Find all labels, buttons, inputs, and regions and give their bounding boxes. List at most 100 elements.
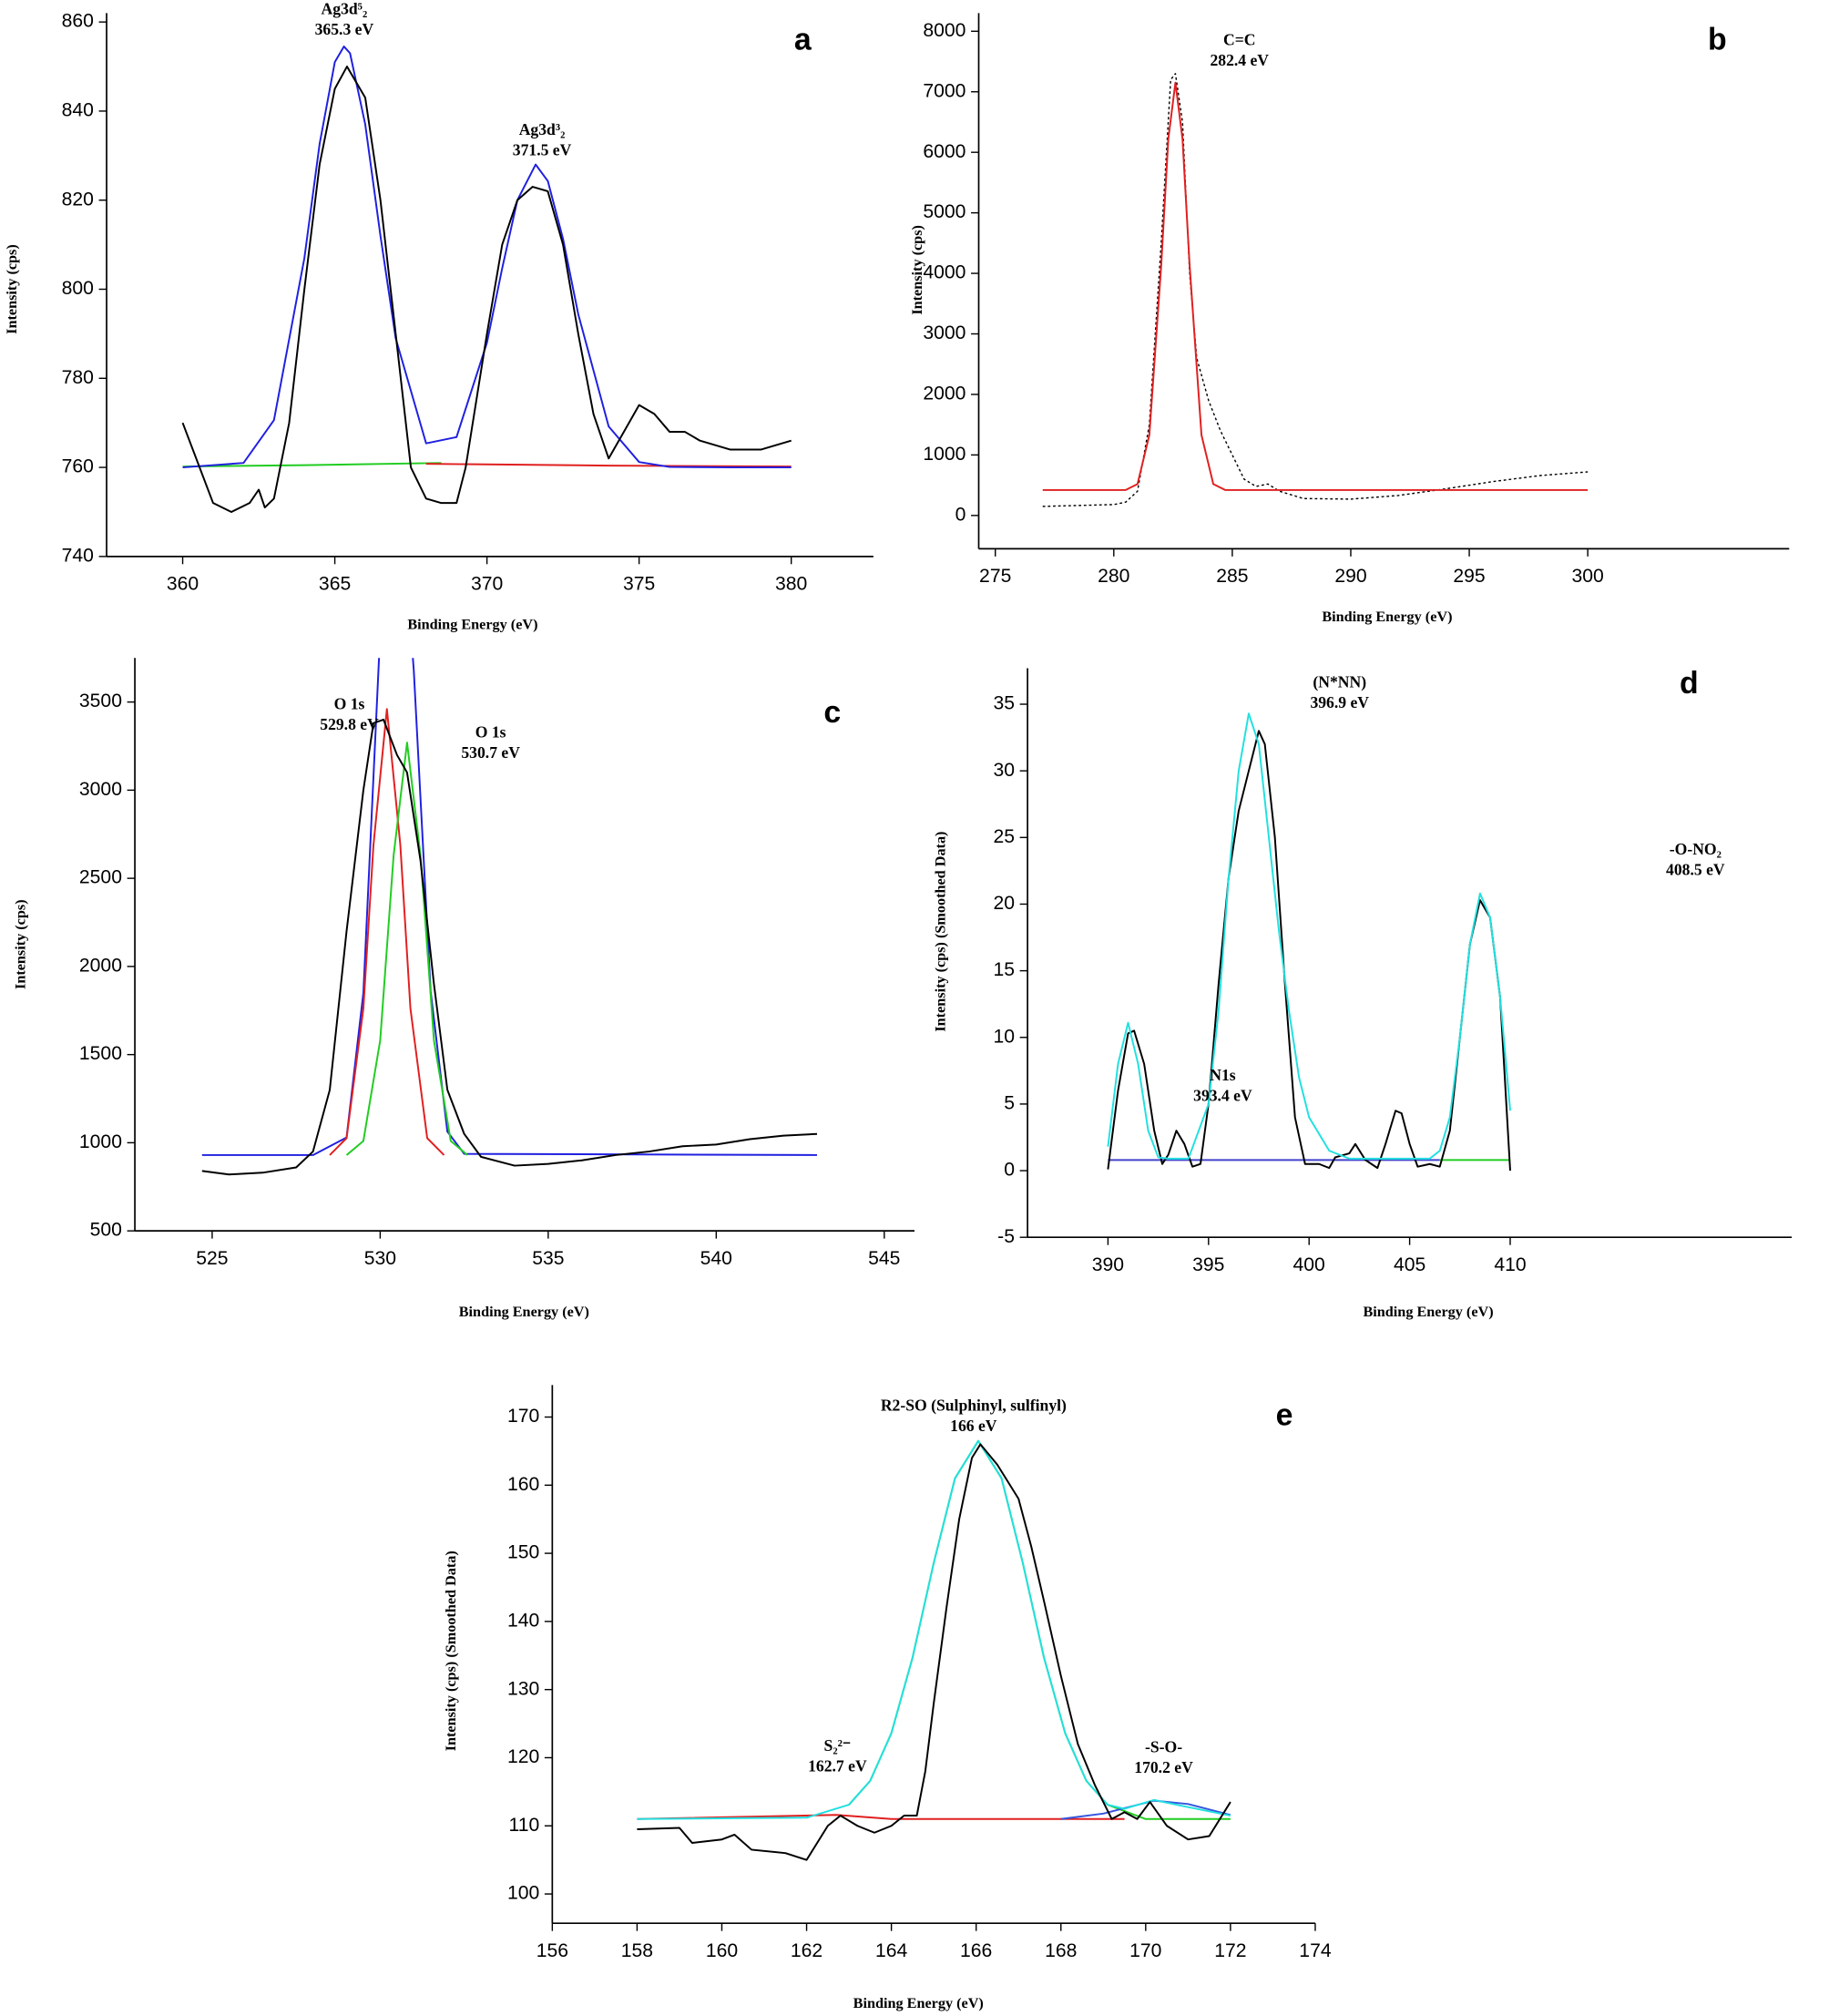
x-tick-label: 400: [1293, 1254, 1325, 1275]
x-axis-label: Binding Energy (eV): [1363, 1304, 1493, 1320]
x-tick-label: 285: [1216, 566, 1248, 587]
y-tick-label: 7000: [923, 80, 966, 101]
y-axis-label: Intensity (cps) (Smoothed Data): [443, 1550, 459, 1751]
x-tick-label: 530: [364, 1248, 396, 1269]
annotation: R2-SO (Sulphinyl, sulfinyl): [881, 1396, 1067, 1414]
y-tick-label: 35: [993, 693, 1015, 714]
x-tick-label: 370: [471, 573, 503, 594]
x-tick-label: 172: [1214, 1940, 1246, 1961]
x-tick-label: 158: [621, 1940, 653, 1961]
data-line: [637, 1814, 1125, 1820]
annotation: S₂²⁻: [824, 1736, 852, 1755]
x-tick-label: 535: [532, 1248, 564, 1269]
x-tick-label: 280: [1098, 566, 1129, 587]
plot-area: [637, 1439, 1231, 1861]
x-tick-label: 162: [791, 1940, 823, 1961]
data-line: [182, 46, 792, 469]
data-line: [637, 1439, 1231, 1820]
x-tick-label: 156: [536, 1940, 568, 1961]
y-tick-label: 150: [507, 1542, 539, 1563]
y-tick-label: 160: [507, 1474, 539, 1495]
x-tick-label: 395: [1192, 1254, 1224, 1275]
y-tick-label: 1000: [79, 1131, 122, 1152]
x-tick-label: 275: [979, 566, 1011, 587]
annotation: 162.7 eV: [808, 1757, 867, 1776]
x-tick-label: 174: [1299, 1940, 1332, 1961]
annotation: -S-O-: [1145, 1737, 1182, 1755]
annotation: 393.4 eV: [1193, 1087, 1252, 1105]
x-tick-label: 390: [1092, 1254, 1124, 1275]
plot-area: [1042, 73, 1589, 507]
y-axis-label: Intensity (cps) (Smoothed Data): [932, 832, 948, 1032]
y-tick-label: 20: [993, 893, 1015, 914]
annotation: 282.4 eV: [1210, 51, 1269, 69]
data-line: [201, 718, 818, 1176]
x-tick-label: 525: [196, 1248, 228, 1269]
annotation: Ag3d³₂: [519, 120, 566, 138]
y-tick-label: 500: [90, 1220, 122, 1241]
annotation: -O-NO₂: [1670, 840, 1722, 858]
annotation: 365.3 eV: [315, 20, 374, 38]
annotation: 170.2 eV: [1134, 1758, 1193, 1776]
y-tick-label: 8000: [923, 20, 966, 41]
x-tick-label: 160: [706, 1940, 738, 1961]
y-tick-label: 780: [62, 367, 94, 388]
plot-area: [201, 658, 818, 1176]
x-tick-label: 166: [960, 1940, 992, 1961]
annotation: 396.9 eV: [1310, 693, 1369, 711]
x-tick-label: 375: [623, 573, 655, 594]
y-tick-label: 0: [955, 504, 966, 525]
y-tick-label: 15: [993, 959, 1015, 980]
annotation: 166 eV: [950, 1417, 997, 1435]
x-tick-label: 545: [868, 1248, 900, 1269]
data-line: [201, 658, 818, 1156]
y-tick-label: 10: [993, 1026, 1015, 1047]
y-tick-label: 1500: [79, 1043, 122, 1064]
y-tick-label: 820: [62, 189, 94, 210]
x-axis-label: Binding Energy (eV): [853, 1995, 984, 2011]
panel-label: d: [1680, 666, 1699, 701]
x-tick-label: 168: [1045, 1940, 1077, 1961]
y-tick-label: -5: [997, 1226, 1015, 1247]
annotation: (N*NN): [1313, 672, 1366, 691]
x-tick-label: 540: [700, 1248, 732, 1269]
x-axis-label: Binding Energy (eV): [407, 617, 537, 633]
annotation: 408.5 eV: [1666, 860, 1725, 878]
panel-label: b: [1708, 22, 1727, 56]
y-axis-label: Intensity (cps): [4, 244, 20, 334]
y-axis-label: Intensity (cps): [909, 225, 925, 315]
y-tick-label: 4000: [923, 262, 966, 283]
y-tick-label: 5: [1004, 1093, 1015, 1114]
y-tick-label: 110: [509, 1815, 540, 1836]
x-axis-label: Binding Energy (eV): [459, 1304, 589, 1320]
y-tick-label: 3000: [923, 322, 966, 343]
y-tick-label: 840: [62, 100, 94, 121]
plot-area: [1107, 712, 1511, 1172]
annotation: O 1s: [334, 694, 365, 712]
y-tick-label: 170: [507, 1406, 539, 1427]
y-tick-label: 3000: [79, 779, 122, 800]
y-tick-label: 0: [1004, 1160, 1015, 1181]
data-line: [1107, 730, 1511, 1172]
x-axis-label: Binding Energy (eV): [1322, 609, 1452, 625]
y-tick-label: 130: [507, 1678, 539, 1699]
annotation: Ag3d⁵₂: [322, 0, 368, 18]
data-line: [329, 708, 445, 1156]
x-tick-label: 410: [1494, 1254, 1526, 1275]
y-tick-label: 3500: [79, 691, 122, 711]
data-line: [637, 1443, 1231, 1861]
y-axis-label: Intensity (cps): [13, 899, 29, 989]
x-tick-label: 300: [1572, 566, 1604, 587]
y-tick-label: 100: [507, 1883, 539, 1904]
annotation: O 1s: [475, 722, 506, 741]
data-line: [1042, 81, 1589, 491]
x-tick-label: 295: [1453, 566, 1485, 587]
y-tick-label: 30: [993, 760, 1015, 781]
data-line: [1107, 712, 1511, 1160]
x-tick-label: 405: [1394, 1254, 1425, 1275]
y-tick-label: 2000: [923, 384, 966, 404]
y-tick-label: 1000: [923, 444, 966, 465]
panel-label: e: [1276, 1398, 1293, 1433]
y-tick-label: 740: [62, 545, 94, 566]
annotation: 371.5 eV: [513, 141, 572, 159]
